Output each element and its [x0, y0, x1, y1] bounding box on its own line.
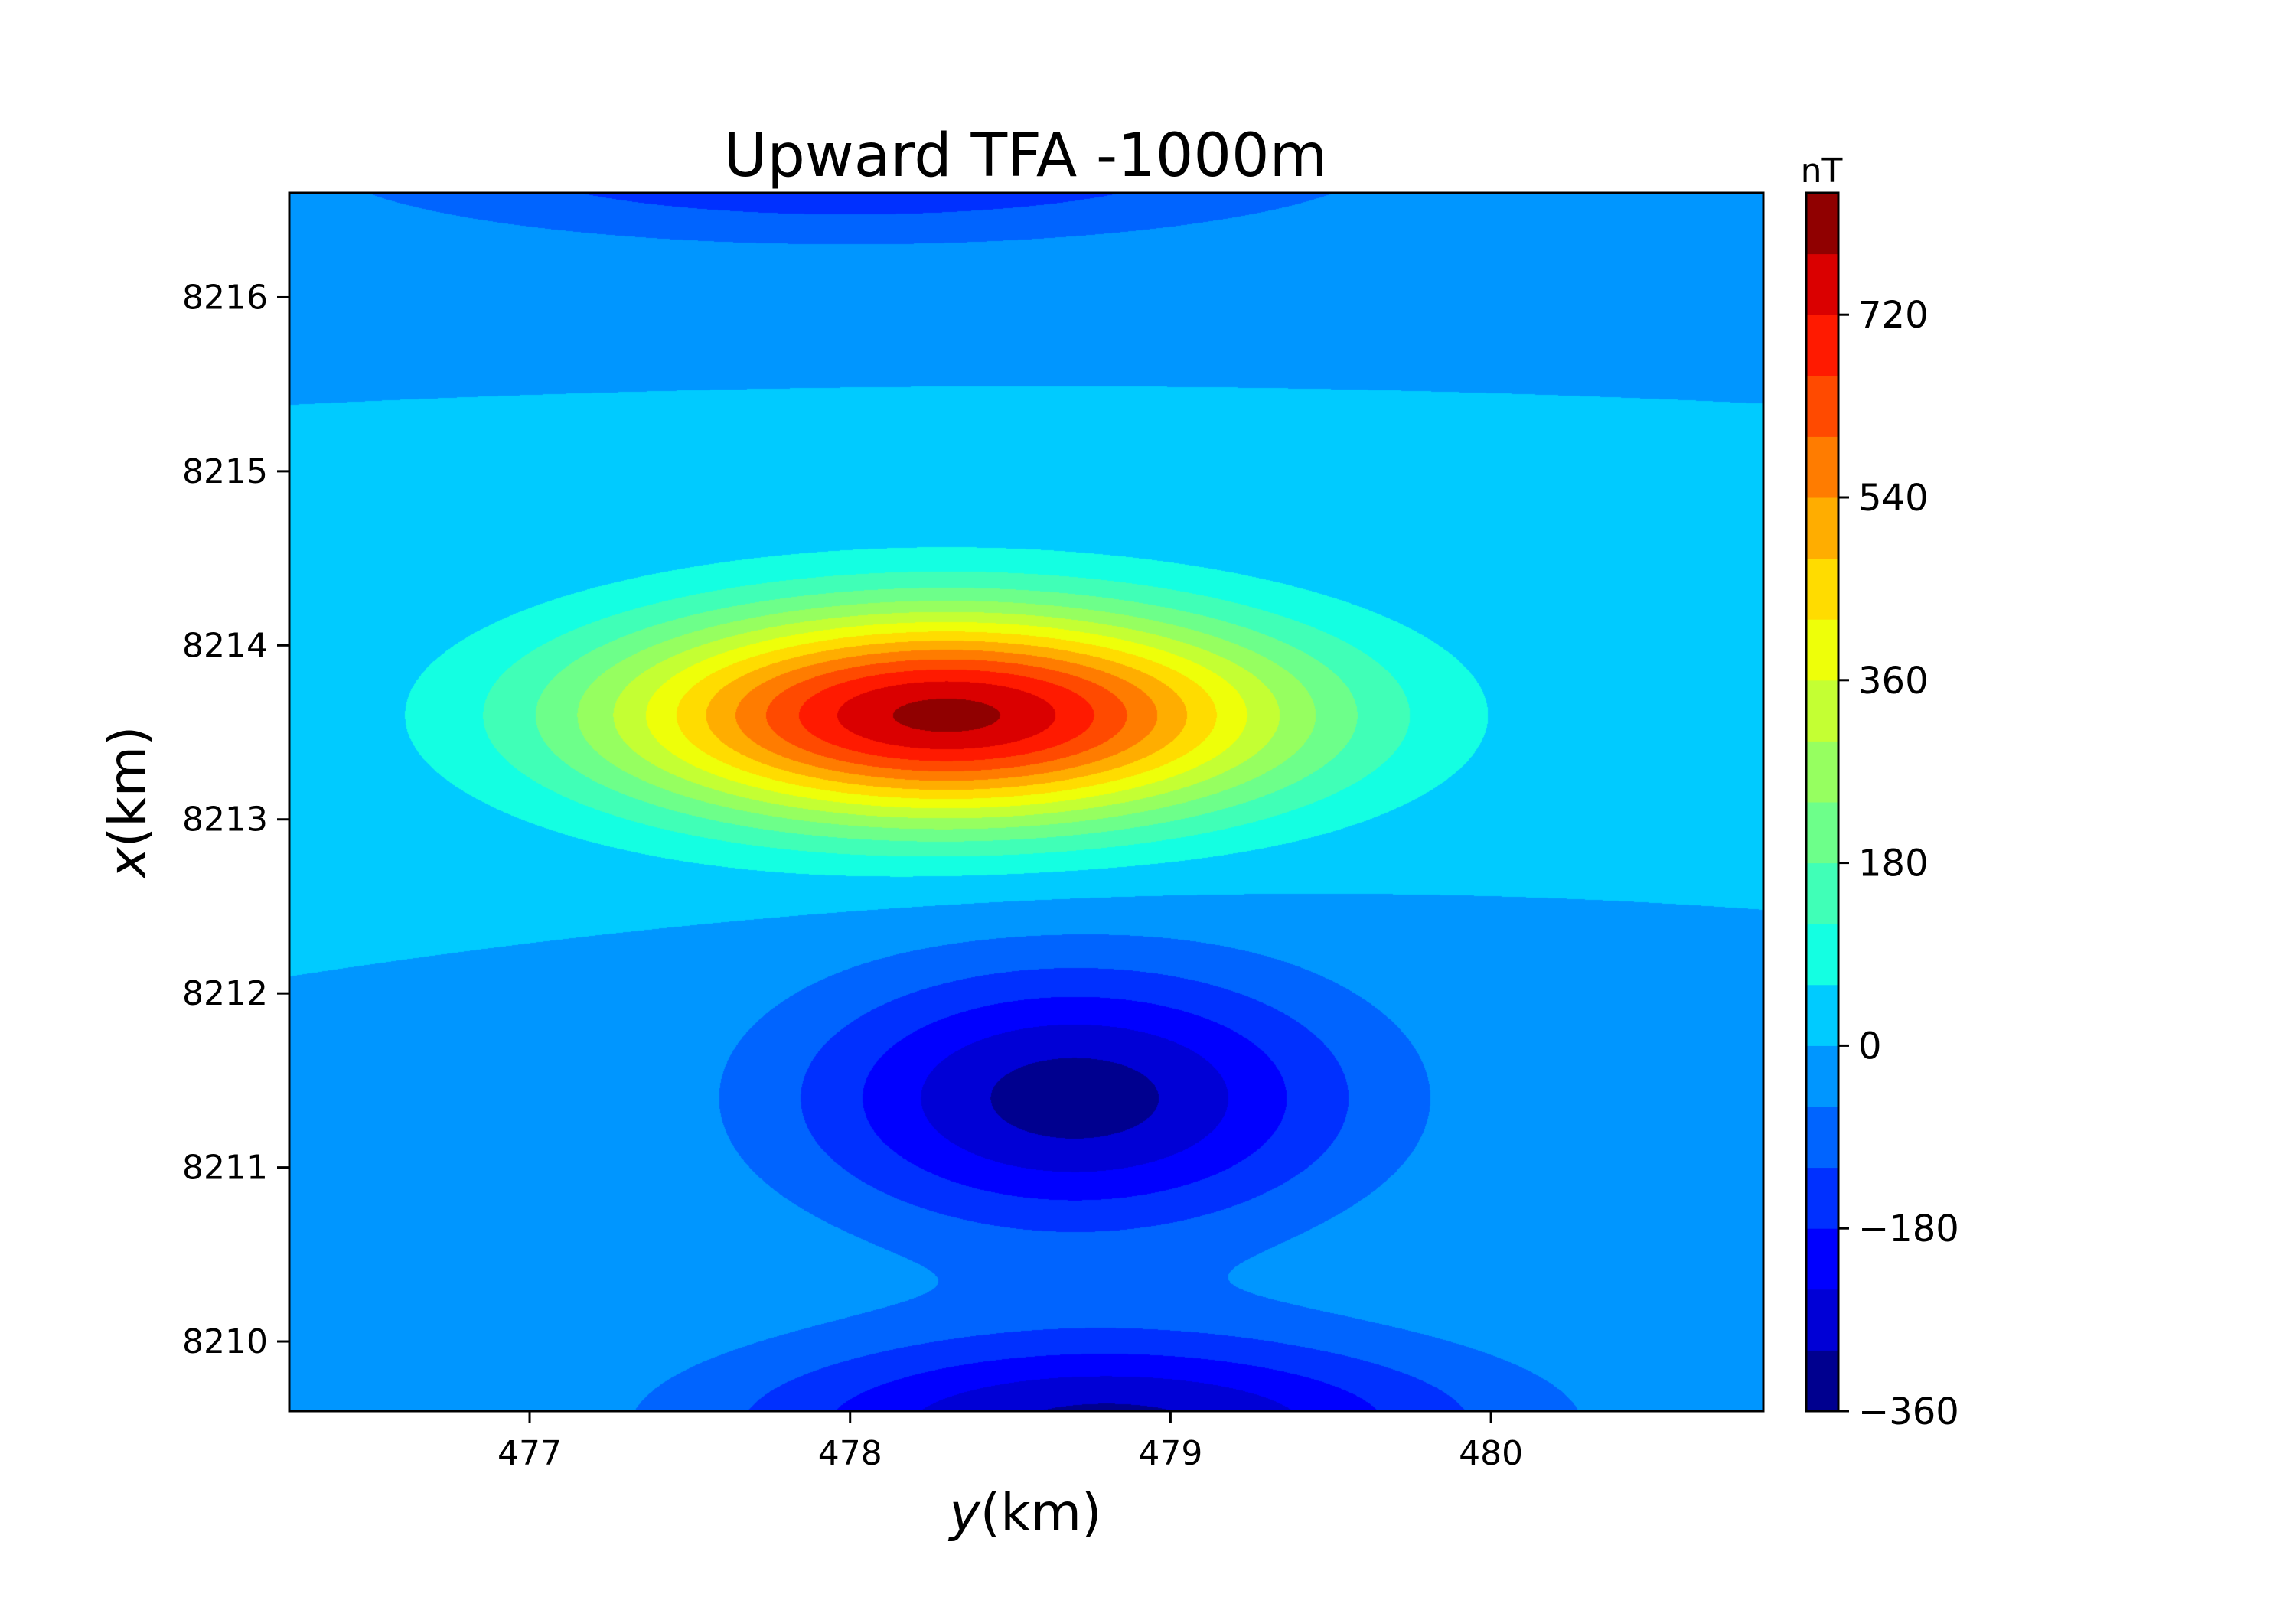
colorbar-frame: [1805, 191, 1840, 1413]
colorbar-level: [1806, 619, 1838, 681]
contour-plot-area: [289, 193, 1763, 1411]
y-axis: 8210 8211 8212 8213 8214 8215 8216: [182, 278, 289, 1361]
colorbar-level: [1806, 1167, 1838, 1229]
colorbar-level: [1806, 924, 1838, 986]
y-tick-label: 8210: [182, 1322, 268, 1361]
y-axis-label: x(km): [98, 726, 158, 880]
colorbar-level: [1806, 253, 1838, 315]
colorbar-level: [1806, 984, 1838, 1046]
colorbar-level: [1806, 375, 1838, 437]
y-tick-label: 8215: [182, 452, 268, 491]
colorbar-tick-label: −180: [1858, 1208, 1959, 1250]
colorbar-tick-label: 720: [1858, 294, 1929, 337]
colorbar-level: [1806, 558, 1838, 620]
x-tick-label: 477: [497, 1434, 562, 1473]
x-tick-label: 478: [818, 1434, 882, 1473]
colorbar-level: [1806, 315, 1838, 376]
colorbar-level: [1806, 741, 1838, 803]
colorbar-level: [1806, 802, 1838, 864]
contour-fill: [289, 193, 1763, 1411]
colorbar-level: [1806, 1289, 1838, 1351]
colorbar-tick-label: −360: [1858, 1390, 1959, 1433]
colorbar-unit-label: nT: [1801, 152, 1843, 191]
colorbar-tick-label: 180: [1858, 843, 1929, 885]
colorbar-tick-label: 0: [1858, 1025, 1882, 1068]
colorbar-level: [1806, 436, 1838, 498]
colorbar-tick-label: 540: [1858, 477, 1929, 520]
colorbar-level: [1806, 497, 1838, 559]
x-tick-label: 480: [1459, 1434, 1523, 1473]
colorbar-tick-label: 360: [1858, 660, 1929, 702]
x-axis: 477 478 479 480: [497, 1411, 1523, 1473]
colorbar-level: [1806, 1350, 1838, 1412]
y-axis-label-variable: x: [98, 846, 158, 879]
colorbar-level: [1806, 193, 1838, 255]
y-tick-label: 8214: [182, 626, 268, 665]
colorbar: −360 −180 0 180 360 540 720: [1805, 191, 1959, 1433]
x-axis-label-unit: (km): [980, 1483, 1102, 1543]
y-tick-label: 8213: [182, 800, 268, 839]
colorbar-level: [1806, 1045, 1838, 1107]
x-tick-label: 479: [1138, 1434, 1202, 1473]
colorbar-level: [1806, 862, 1838, 924]
y-tick-label: 8212: [182, 974, 268, 1013]
y-tick-label: 8216: [182, 278, 268, 317]
colorbar-level: [1806, 680, 1838, 742]
x-axis-label: y(km): [948, 1483, 1102, 1543]
y-axis-label-unit: (km): [98, 726, 158, 848]
x-axis-label-variable: y: [948, 1483, 981, 1543]
chart-title: Upward TFA -1000m: [723, 122, 1327, 191]
plot-frame: [288, 191, 1765, 1413]
colorbar-level: [1806, 1228, 1838, 1290]
y-tick-label: 8211: [182, 1149, 268, 1188]
colorbar-level: [1806, 1107, 1838, 1169]
